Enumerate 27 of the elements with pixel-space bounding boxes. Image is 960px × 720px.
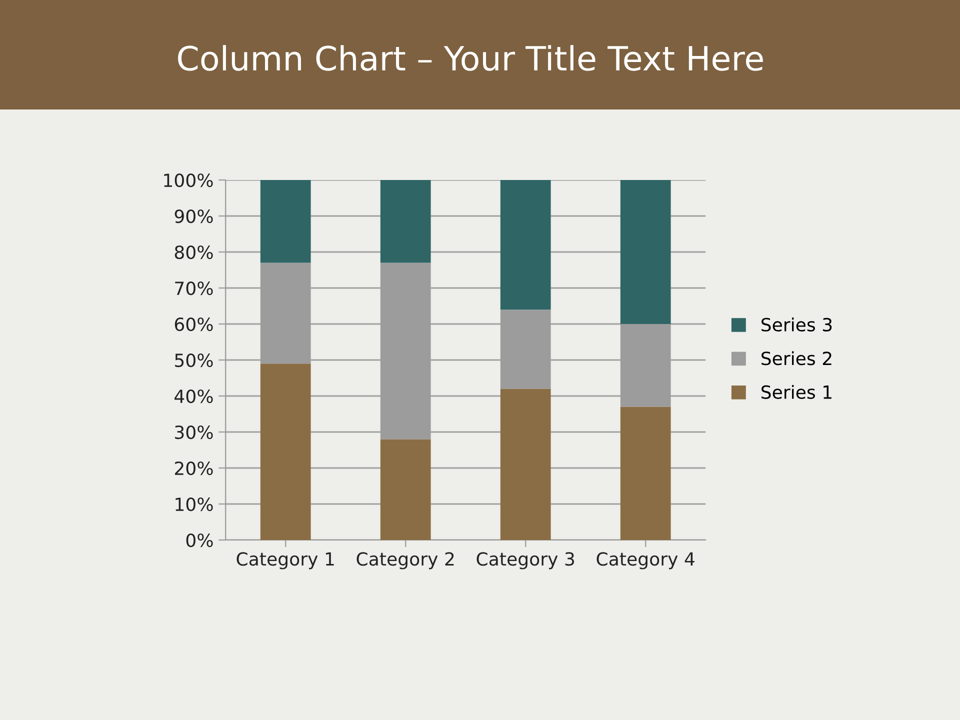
y-tick-label: 60% [174,317,213,332]
bar [380,180,431,263]
x-tick-label: Category 4 [596,552,694,570]
y-tick-label: 40% [174,389,213,404]
x-tick-label: Category 2 [356,552,454,570]
bar [260,364,311,540]
bar [620,180,671,324]
x-tick-label: Category 3 [476,552,574,570]
bar [500,180,551,310]
y-tick-label: 30% [175,425,213,440]
y-tick-label: 50% [175,353,213,368]
legend-label: Series 1 [762,384,832,399]
y-tick-label: 70% [175,281,213,296]
legend-label: Series 2 [762,351,832,366]
bar [380,439,431,540]
bar [260,180,311,263]
y-tick-label: 100% [164,173,213,188]
y-tick-label: 0% [186,533,213,548]
bar [500,388,551,540]
legend-label: Series 3 [762,318,832,332]
y-tick-label: 80% [174,245,213,260]
y-tick-label: 90% [174,209,213,224]
chart-title: Column Chart – Your Title Text Here [178,45,763,71]
y-tick-label: 10% [176,497,213,512]
y-tick-label: 20% [174,461,213,476]
bar [620,406,671,540]
x-tick-label: Category 1 [236,552,334,570]
